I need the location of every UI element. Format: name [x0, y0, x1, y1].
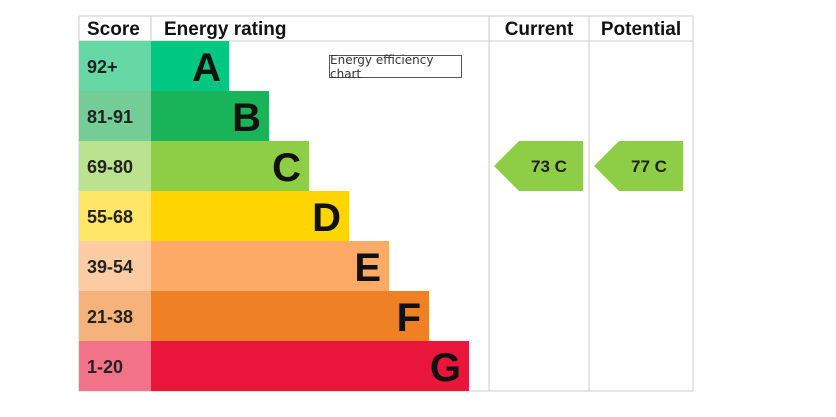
energy-rating-header: Energy rating [164, 19, 286, 40]
score-cell-c [79, 141, 151, 191]
rating-bar-e [151, 241, 389, 291]
current-rating-arrow [494, 141, 583, 191]
score-label-d: 55-68 [87, 207, 133, 227]
score-cell-d [79, 191, 151, 241]
score-label-c: 69-80 [87, 157, 133, 177]
score-cell-e [79, 241, 151, 291]
score-label-a: 92+ [87, 57, 118, 77]
score-cell-f [79, 291, 151, 341]
rating-bar-g [151, 341, 469, 391]
rating-letter-d: D [312, 196, 341, 240]
rating-bands: 92+ A 81-91 B 69-80 C 55-68 D 39-54 E 21-38 F 1-20 G [79, 41, 469, 391]
score-cell-b [79, 91, 151, 141]
rating-letter-e: E [354, 246, 381, 290]
current-rating-label: 73 C [531, 157, 567, 176]
current-header: Current [505, 19, 574, 40]
rating-bar-b [151, 91, 269, 141]
rating-pointers: 73 C 77 C [494, 141, 683, 191]
rating-letter-c: C [272, 146, 301, 190]
score-label-e: 39-54 [87, 257, 133, 277]
rating-letter-a: A [192, 46, 221, 90]
rating-bar-c [151, 141, 309, 191]
energy-efficiency-chart-note: Energy efficiency chart [329, 53, 462, 81]
rating-bar-d [151, 191, 349, 241]
rating-bar-f [151, 291, 429, 341]
rating-letter-b: B [232, 96, 261, 140]
score-label-f: 21-38 [87, 307, 133, 327]
potential-rating-label: 77 C [631, 157, 667, 176]
score-label-g: 1-20 [87, 357, 123, 377]
score-cell-a [79, 41, 151, 91]
rating-letter-g: G [430, 346, 461, 390]
rating-letter-f: F [397, 296, 421, 340]
score-header: Score [87, 19, 140, 40]
score-label-b: 81-91 [87, 107, 133, 127]
potential-header: Potential [601, 19, 681, 40]
potential-rating-arrow [594, 141, 683, 191]
score-cell-g [79, 341, 151, 391]
rating-bar-a [151, 41, 229, 91]
